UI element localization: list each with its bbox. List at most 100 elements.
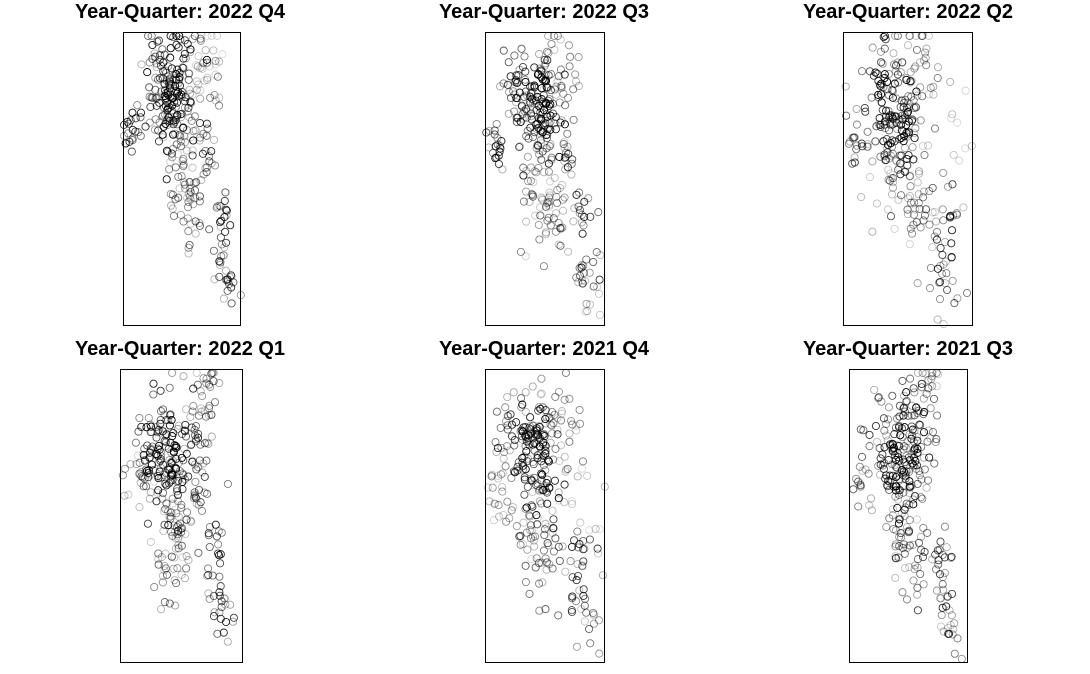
scatter-point: [180, 475, 190, 484]
scatter-point: [947, 589, 957, 598]
scatter-point: [212, 203, 221, 212]
panel-title: Year-Quarter: 2021 Q3: [802, 338, 1014, 360]
scatter-point: [856, 479, 865, 488]
scatter-point: [196, 94, 205, 103]
scatter-point: [935, 570, 945, 579]
scatter-point: [203, 124, 212, 133]
scatter-point: [908, 229, 917, 238]
scatter-point: [521, 388, 530, 397]
scatter-point: [907, 411, 916, 420]
scatter-point: [522, 528, 531, 537]
scatter-point: [900, 564, 910, 573]
scatter-point: [549, 515, 558, 524]
scatter-point: [173, 111, 182, 120]
scatter-point: [912, 103, 921, 112]
scatter-point: [505, 514, 514, 523]
scatter-point: [483, 483, 492, 492]
scatter-point: [578, 562, 587, 571]
scatter-point: [192, 465, 201, 474]
scatter-point: [518, 540, 527, 549]
scatter-point: [536, 139, 546, 148]
scatter-point: [554, 488, 563, 497]
scatter-point: [165, 421, 174, 430]
scatter-point: [192, 178, 201, 187]
scatter-point: [159, 507, 168, 516]
scatter-point: [541, 228, 551, 237]
scatter-point: [191, 194, 200, 203]
scatter-point: [181, 54, 190, 63]
scatter-point: [517, 403, 526, 412]
scatter-point: [146, 102, 155, 111]
scatter-point: [879, 32, 888, 42]
scatter-point: [525, 97, 534, 106]
scatter-point: [903, 161, 912, 170]
scatter-point: [541, 519, 550, 528]
scatter-point: [855, 462, 864, 471]
scatter-point: [155, 118, 164, 127]
scatter-point: [177, 541, 186, 550]
scatter-point: [516, 531, 525, 540]
scatter-point: [581, 276, 590, 285]
scatter-point: [195, 197, 204, 206]
scatter-point: [886, 119, 895, 128]
scatter-point: [196, 387, 205, 396]
scatter-point: [154, 474, 163, 483]
scatter-point: [565, 394, 574, 403]
scatter-point: [154, 458, 163, 467]
scatter-point: [187, 517, 196, 526]
scatter-point: [939, 627, 948, 636]
scatter-point: [858, 466, 867, 475]
scatter-point: [490, 130, 499, 139]
scatter-point: [952, 210, 961, 219]
scatter-point: [910, 129, 919, 138]
scatter-point: [535, 497, 544, 506]
scatter-point: [164, 507, 173, 516]
scatter-point: [519, 197, 528, 206]
scatter-point: [180, 49, 189, 58]
scatter-point: [171, 601, 180, 610]
scatter-point: [940, 279, 950, 288]
scatter-point: [190, 488, 199, 497]
scatter-point: [553, 198, 562, 208]
scatter-point: [544, 167, 553, 176]
scatter-point: [215, 588, 224, 597]
scatter-point: [880, 120, 889, 129]
scatter-point: [537, 374, 546, 383]
scatter-plot: [483, 368, 609, 658]
scatter-point: [556, 241, 565, 250]
scatter-point: [201, 46, 210, 55]
scatter-point: [516, 540, 525, 549]
scatter-point: [175, 31, 184, 40]
scatter-point: [526, 534, 536, 543]
scatter-point: [179, 54, 188, 63]
scatter-point: [916, 569, 925, 579]
scatter-point: [212, 532, 221, 541]
scatter-point: [911, 102, 920, 111]
scatter-point: [189, 179, 198, 188]
scatter-point: [910, 492, 920, 501]
scatter-point: [953, 634, 962, 643]
scatter-point: [575, 271, 585, 280]
scatter-point: [541, 230, 550, 239]
scatter-point: [166, 77, 175, 86]
scatter-point: [204, 411, 214, 420]
scatter-point: [938, 205, 947, 214]
scatter-point: [561, 467, 570, 476]
scatter-point: [867, 506, 876, 515]
scatter-point: [172, 70, 181, 79]
scatter-point: [551, 113, 560, 122]
scatter-point: [523, 91, 532, 100]
scatter-point: [554, 218, 563, 227]
scatter-point: [210, 275, 219, 284]
scatter-point: [556, 223, 565, 233]
scatter-point: [174, 521, 183, 530]
scatter-point: [910, 453, 919, 462]
scatter-point: [551, 209, 560, 218]
scatter-point: [874, 394, 883, 403]
scatter-point: [209, 246, 218, 255]
scatter-point: [923, 528, 932, 537]
scatter-point: [961, 86, 970, 95]
scatter-point: [543, 130, 552, 139]
scatter-point: [203, 31, 212, 40]
scatter-point: [205, 594, 214, 603]
